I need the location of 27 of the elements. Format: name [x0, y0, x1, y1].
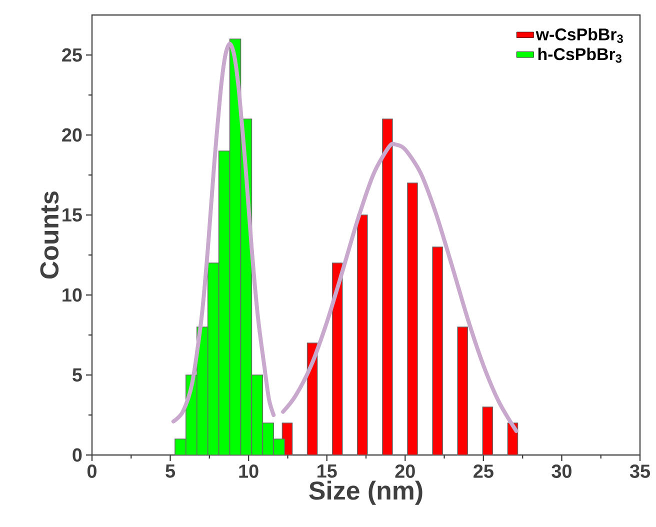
x-tick-label: 0 — [87, 464, 96, 478]
bar — [332, 262, 343, 456]
x-axis-title: Size (nm) — [309, 480, 422, 505]
y-tick-label: 10 — [62, 288, 82, 302]
x-tick-label: 15 — [318, 464, 337, 478]
bar — [382, 118, 393, 456]
y-tick-label: 25 — [62, 48, 82, 62]
bar — [482, 406, 494, 456]
x-tick-label: 25 — [474, 464, 494, 478]
y-tick-label: 20 — [62, 128, 82, 142]
y-tick-label: 5 — [72, 368, 82, 382]
y-tick-label: 0 — [72, 448, 82, 462]
bar — [432, 246, 443, 456]
line-series — [281, 142, 518, 433]
bar — [457, 326, 468, 456]
bar — [357, 214, 368, 456]
x-tick-label: 10 — [239, 464, 258, 478]
x-tick-label: 30 — [552, 464, 572, 478]
x-tick-label: 20 — [395, 464, 415, 478]
line-series — [171, 42, 276, 424]
x-tick-label: 35 — [630, 464, 650, 478]
y-tick-label: 15 — [62, 208, 82, 222]
bar — [407, 182, 418, 456]
legend-label: h-CsPbBr$_{3}$ — [538, 48, 622, 63]
legend-label: w-CsPbBr$_{3}$ — [536, 28, 623, 43]
y-axis-title: Counts — [40, 191, 59, 279]
x-tick-label: 5 — [166, 464, 176, 478]
